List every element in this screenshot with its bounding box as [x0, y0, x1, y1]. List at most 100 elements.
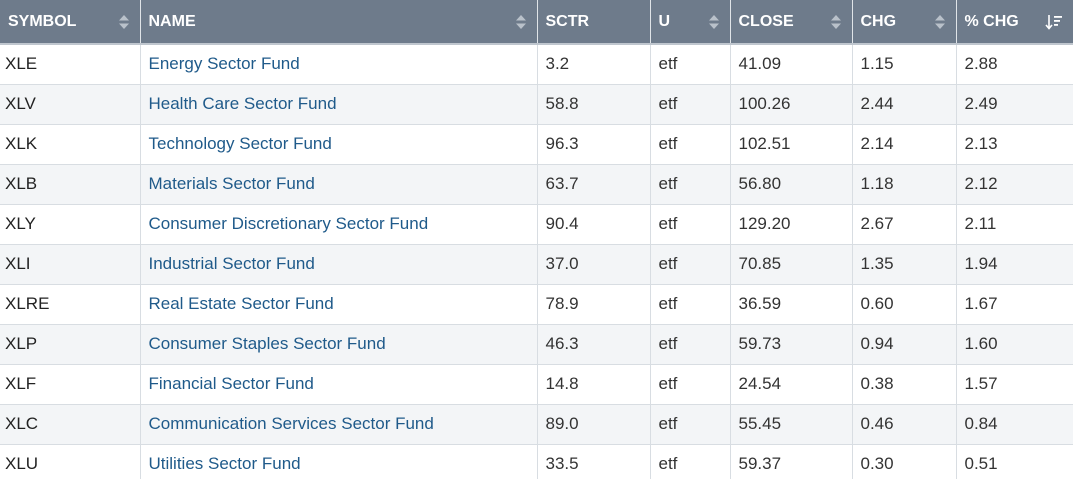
- u-cell: etf: [650, 44, 731, 85]
- sctr-cell: 89.0: [537, 404, 651, 445]
- column-header-symbol[interactable]: SYMBOL: [0, 0, 141, 45]
- close-cell: 70.85: [730, 244, 853, 285]
- u-cell: etf: [650, 284, 731, 325]
- table-row[interactable]: XLI Industrial Sector Fund 37.0 etf 70.85 1.3…: [0, 244, 1073, 285]
- table-row[interactable]: XLK Technology Sector Fund 96.3 etf 102.51 2.…: [0, 124, 1073, 165]
- sctr-cell: 46.3: [537, 324, 651, 365]
- close-cell: 129.20: [730, 204, 853, 245]
- column-header-label: CLOSE: [738, 12, 794, 30]
- chg-cell: 1.35: [852, 244, 957, 285]
- u-cell: etf: [650, 164, 731, 205]
- name-cell: Materials Sector Fund: [140, 164, 538, 205]
- sctr-cell: 90.4: [537, 204, 651, 245]
- column-header-name[interactable]: NAME: [140, 0, 538, 45]
- u-cell: etf: [650, 364, 731, 405]
- symbol-cell: XLP: [0, 324, 141, 365]
- fund-name-link[interactable]: Real Estate Sector Fund: [148, 294, 334, 313]
- column-header-label: CHG: [860, 12, 897, 30]
- sctr-cell: 3.2: [537, 44, 651, 85]
- column-header-sctr[interactable]: SCTR: [537, 0, 651, 45]
- name-cell: Financial Sector Fund: [140, 364, 538, 405]
- chg-cell: 0.30: [852, 444, 957, 479]
- pct-chg-cell: 1.57: [956, 364, 1073, 405]
- chg-cell: 0.38: [852, 364, 957, 405]
- sctr-cell: 58.8: [537, 84, 651, 125]
- close-cell: 41.09: [730, 44, 853, 85]
- table-row[interactable]: XLF Financial Sector Fund 14.8 etf 24.54 0.38…: [0, 364, 1073, 405]
- symbol-cell: XLV: [0, 84, 141, 125]
- close-cell: 56.80: [730, 164, 853, 205]
- fund-name-link[interactable]: Energy Sector Fund: [148, 54, 300, 74]
- sort-updown-icon[interactable]: [515, 14, 527, 30]
- chg-cell: 0.94: [852, 324, 957, 365]
- symbol-cell: XLI: [0, 244, 141, 285]
- table-row[interactable]: XLU Utilities Sector Fund 33.5 etf 59.37 0.30…: [0, 444, 1073, 479]
- u-cell: etf: [650, 404, 731, 445]
- chg-cell: 1.15: [852, 44, 957, 85]
- fund-name-link[interactable]: Materials Sector Fund: [148, 174, 315, 193]
- close-cell: 102.51: [730, 124, 853, 165]
- sctr-cell: 78.9: [537, 284, 651, 325]
- table-row[interactable]: XLRE Real Estate Sector Fund 78.9 etf 36.59 0…: [0, 284, 1073, 325]
- pct-chg-cell: 1.94: [956, 244, 1073, 285]
- fund-name-link[interactable]: Consumer Staples Sector Fund: [148, 334, 386, 353]
- fund-name-link[interactable]: Industrial Sector Fund: [148, 254, 315, 273]
- table-row[interactable]: XLY Consumer Discretionary Sector Fund 90.…: [0, 204, 1073, 245]
- column-header-pct-chg[interactable]: % CHG: [956, 0, 1073, 45]
- fund-name-link[interactable]: Health Care Sector Fund: [148, 94, 337, 113]
- sctr-cell: 33.5: [537, 444, 651, 479]
- sort-descending-icon[interactable]: [1045, 14, 1063, 30]
- pct-chg-cell: 2.49: [956, 84, 1073, 125]
- table-body: XLE Energy Sector Fund 3.2 etf 41.09 1.15 2.88…: [0, 44, 1073, 479]
- symbol-cell: XLY: [0, 204, 141, 245]
- pct-chg-cell: 0.51: [956, 444, 1073, 479]
- symbol-cell: XLF: [0, 364, 141, 405]
- pct-chg-cell: 2.13: [956, 124, 1073, 165]
- fund-name-link[interactable]: Technology Sector Fund: [148, 134, 332, 153]
- column-header-u[interactable]: U: [650, 0, 731, 45]
- name-cell: Real Estate Sector Fund: [140, 284, 538, 325]
- u-cell: etf: [650, 204, 731, 245]
- name-cell: Technology Sector Fund: [140, 124, 538, 165]
- fund-name-link[interactable]: Consumer Discretionary Sector Fund: [148, 214, 429, 233]
- chg-cell: 1.18: [852, 164, 957, 205]
- column-header-close[interactable]: CLOSE: [730, 0, 853, 45]
- column-header-label: NAME: [148, 12, 196, 30]
- table-row[interactable]: XLP Consumer Staples Sector Fund 46.3 etf 59…: [0, 324, 1073, 365]
- name-cell: Consumer Discretionary Sector Fund: [140, 204, 538, 245]
- chg-cell: 2.44: [852, 84, 957, 125]
- chg-cell: 0.60: [852, 284, 957, 325]
- column-header-label: % CHG: [964, 12, 1019, 30]
- symbol-cell: XLC: [0, 404, 141, 445]
- sort-updown-icon[interactable]: [118, 14, 130, 30]
- fund-name-link[interactable]: Communication Services Sector Fund: [148, 414, 434, 433]
- column-header-chg[interactable]: CHG: [852, 0, 957, 45]
- symbol-cell: XLE: [0, 44, 141, 85]
- close-cell: 59.73: [730, 324, 853, 365]
- header-row: SYMBOL NAME SCTR U CLOSE: [0, 0, 1073, 45]
- name-cell: Industrial Sector Fund: [140, 244, 538, 285]
- table-row[interactable]: XLV Health Care Sector Fund 58.8 etf 100.26 2…: [0, 84, 1073, 125]
- close-cell: 59.37: [730, 444, 853, 479]
- symbol-cell: XLB: [0, 164, 141, 205]
- symbol-cell: XLK: [0, 124, 141, 165]
- fund-name-link[interactable]: Utilities Sector Fund: [148, 454, 301, 473]
- fund-name-link[interactable]: Financial Sector Fund: [148, 374, 314, 393]
- u-cell: etf: [650, 84, 731, 125]
- sort-updown-icon[interactable]: [830, 14, 842, 30]
- sort-updown-icon[interactable]: [934, 14, 946, 30]
- sctr-cell: 37.0: [537, 244, 651, 285]
- close-cell: 24.54: [730, 364, 853, 405]
- u-cell: etf: [650, 324, 731, 365]
- u-cell: etf: [650, 444, 731, 479]
- u-cell: etf: [650, 244, 731, 285]
- close-cell: 100.26: [730, 84, 853, 125]
- sort-updown-icon[interactable]: [708, 14, 720, 30]
- name-cell: Communication Services Sector Fund: [140, 404, 538, 445]
- u-cell: etf: [650, 124, 731, 165]
- pct-chg-cell: 1.67: [956, 284, 1073, 325]
- table-row[interactable]: XLC Communication Services Sector Fund 89.…: [0, 404, 1073, 445]
- table-row[interactable]: XLB Materials Sector Fund 63.7 etf 56.80 1.18…: [0, 164, 1073, 205]
- table-row[interactable]: XLE Energy Sector Fund 3.2 etf 41.09 1.15 2.88: [0, 44, 1073, 85]
